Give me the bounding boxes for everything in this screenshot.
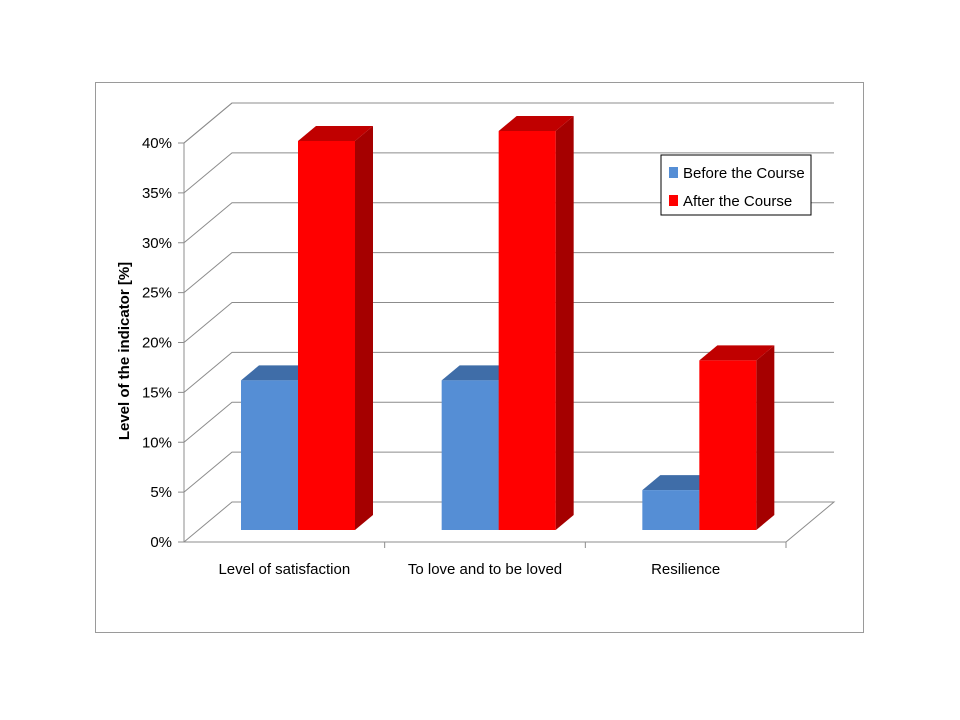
legend-label: Before the Course (683, 165, 805, 182)
y-tick-label: 20% (142, 335, 172, 352)
bar-top (642, 475, 718, 491)
bar-top (699, 345, 775, 361)
chart-svg: 0% 5% 10% 15% 20% 25% 30% 35% 40% Level of satis… (116, 102, 836, 578)
bar-front (699, 360, 757, 530)
gridline (183, 152, 834, 194)
y-tick-label: 10% (142, 434, 172, 451)
category-label: Level of satisfaction (218, 561, 350, 578)
legend-box (660, 154, 812, 216)
bar-side (555, 116, 574, 530)
gridline (183, 252, 834, 294)
y-tick-label: 40% (142, 135, 172, 152)
bar-top (241, 365, 316, 381)
y-tick-labels: 0% 5% 10% 15% 20% 25% 30% 35% 40% (142, 135, 172, 551)
chart-frame: 0% 5% 10% 15% 20% 25% 30% 35% 40% Level of satis… (95, 82, 864, 633)
bar (498, 116, 574, 530)
legend-label: After the Course (683, 193, 792, 210)
gridline (183, 451, 834, 493)
y-tick-label: 25% (142, 285, 172, 302)
bars (241, 116, 775, 530)
bar-front (241, 380, 298, 530)
y-tick-label: 15% (142, 384, 172, 401)
axes (178, 142, 787, 548)
bar-front (441, 380, 499, 530)
bar (298, 125, 373, 530)
bar-front (642, 490, 700, 530)
category-label: Resilience (651, 561, 720, 578)
y-tick-label: 35% (142, 185, 172, 202)
bar-top (498, 116, 574, 131)
gridline (183, 401, 834, 443)
legend-swatch (669, 195, 678, 206)
gridline (183, 202, 834, 244)
category-labels: Level of satisfaction To love and to be l… (218, 561, 720, 578)
gridline (183, 351, 834, 393)
bar-top (441, 365, 517, 381)
y-tick-label: 5% (150, 484, 172, 501)
gridline (183, 302, 834, 343)
bar-top (298, 125, 373, 141)
bar-front (298, 140, 355, 530)
gridline (183, 501, 834, 543)
bar-side (756, 345, 775, 530)
y-axis-label: Level of the indicator [%] (116, 262, 133, 440)
y-tick-label: 30% (142, 235, 172, 252)
bar-side (355, 125, 373, 530)
bar-front (498, 131, 556, 530)
gridlines (183, 102, 834, 543)
bar (699, 345, 775, 530)
y-tick-label: 0% (150, 534, 172, 551)
legend: Before the Course After the Course (660, 154, 812, 216)
gridline (183, 102, 834, 144)
legend-swatch (669, 167, 678, 178)
category-label: To love and to be loved (408, 561, 562, 578)
